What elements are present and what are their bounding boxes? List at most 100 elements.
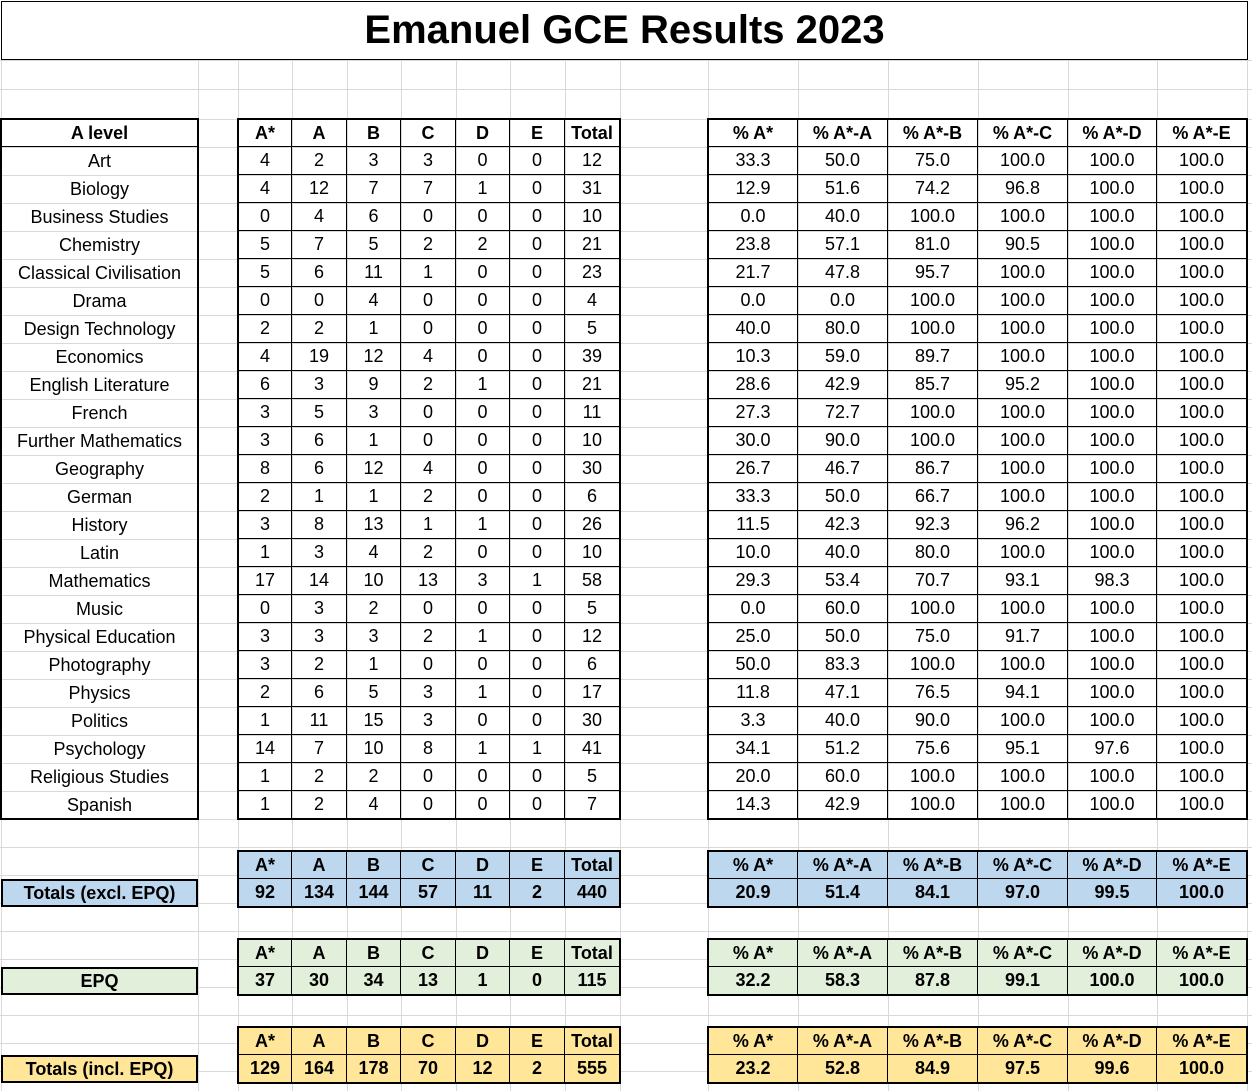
grade-cell[interactable]: 0: [510, 315, 565, 343]
grade-cell[interactable]: 0: [238, 287, 292, 315]
subject-name[interactable]: Business Studies: [1, 203, 198, 231]
pct-cell[interactable]: 92.3: [888, 511, 978, 539]
summary-pct-totals_incl-cell[interactable]: 23.2: [708, 1055, 798, 1083]
pct-cell[interactable]: 100.0: [1157, 399, 1247, 427]
summary-grade-epq-cell[interactable]: Total: [565, 939, 620, 967]
pct-cell[interactable]: 83.3: [798, 651, 888, 679]
grade-cell[interactable]: A: [292, 119, 347, 147]
pct-cell[interactable]: 33.3: [708, 147, 798, 175]
pct-cell[interactable]: 97.6: [1068, 735, 1157, 763]
pct-cell[interactable]: 95.7: [888, 259, 978, 287]
pct-cell[interactable]: 81.0: [888, 231, 978, 259]
subject-name[interactable]: Biology: [1, 175, 198, 203]
pct-cell[interactable]: 100.0: [1068, 231, 1157, 259]
grade-cell[interactable]: 0: [510, 483, 565, 511]
grade-cell[interactable]: 7: [401, 175, 456, 203]
grade-cell[interactable]: 1: [347, 427, 401, 455]
pct-cell[interactable]: 96.2: [978, 511, 1068, 539]
grade-cell[interactable]: 8: [401, 735, 456, 763]
subject-name[interactable]: Religious Studies: [1, 763, 198, 791]
pct-cell[interactable]: 100.0: [888, 763, 978, 791]
pct-cell[interactable]: 34.1: [708, 735, 798, 763]
pct-cell[interactable]: 100.0: [1157, 427, 1247, 455]
subject-name[interactable]: History: [1, 511, 198, 539]
summary-grade-totals_excl-cell[interactable]: 134: [292, 879, 347, 907]
pct-cell[interactable]: 100.0: [1068, 343, 1157, 371]
pct-cell[interactable]: 100.0: [978, 287, 1068, 315]
grade-cell[interactable]: 0: [510, 343, 565, 371]
summary-grade-totals_incl-cell[interactable]: E: [510, 1027, 565, 1055]
grade-cell[interactable]: 0: [401, 315, 456, 343]
pct-cell[interactable]: 50.0: [798, 147, 888, 175]
grade-cell[interactable]: 0: [456, 343, 510, 371]
grade-cell[interactable]: 3: [456, 567, 510, 595]
pct-cell[interactable]: 20.0: [708, 763, 798, 791]
summary-grade-epq-cell[interactable]: C: [401, 939, 456, 967]
grade-cell[interactable]: 3: [292, 623, 347, 651]
grade-cell[interactable]: 0: [401, 203, 456, 231]
grade-cell[interactable]: 1: [238, 707, 292, 735]
grade-cell[interactable]: 6: [565, 651, 620, 679]
pct-cell[interactable]: 100.0: [888, 595, 978, 623]
pct-cell[interactable]: 95.1: [978, 735, 1068, 763]
grade-cell[interactable]: 0: [456, 259, 510, 287]
grade-cell[interactable]: 6: [292, 427, 347, 455]
summary-pct-totals_incl-cell[interactable]: % A*-C: [978, 1027, 1068, 1055]
summary-grade-epq-cell[interactable]: 1: [456, 967, 510, 995]
summary-label-totals_excl[interactable]: Totals (excl. EPQ): [1, 879, 198, 907]
summary-grade-totals_excl-cell[interactable]: D: [456, 851, 510, 879]
subject-name[interactable]: Chemistry: [1, 231, 198, 259]
pct-cell[interactable]: 42.9: [798, 371, 888, 399]
subject-name[interactable]: German: [1, 483, 198, 511]
summary-grade-totals_incl-cell[interactable]: 164: [292, 1055, 347, 1083]
summary-grade-totals_excl-cell[interactable]: 440: [565, 879, 620, 907]
grade-cell[interactable]: 2: [292, 315, 347, 343]
grade-cell[interactable]: 4: [401, 455, 456, 483]
pct-cell[interactable]: 86.7: [888, 455, 978, 483]
pct-cell[interactable]: 100.0: [1157, 147, 1247, 175]
pct-cell[interactable]: 100.0: [1157, 371, 1247, 399]
summary-pct-epq-cell[interactable]: % A*-B: [888, 939, 978, 967]
pct-cell[interactable]: 100.0: [1157, 623, 1247, 651]
summary-grade-totals_incl-cell[interactable]: 2: [510, 1055, 565, 1083]
grade-cell[interactable]: 5: [292, 399, 347, 427]
summary-pct-epq-cell[interactable]: 58.3: [798, 967, 888, 995]
grade-cell[interactable]: 2: [401, 231, 456, 259]
pct-cell[interactable]: 66.7: [888, 483, 978, 511]
grade-cell[interactable]: 2: [401, 371, 456, 399]
grade-cell[interactable]: 3: [347, 147, 401, 175]
pct-cell[interactable]: 100.0: [978, 455, 1068, 483]
grade-cell[interactable]: 4: [401, 343, 456, 371]
pct-cell[interactable]: 91.7: [978, 623, 1068, 651]
grade-cell[interactable]: 17: [565, 679, 620, 707]
summary-grade-totals_excl-cell[interactable]: A: [292, 851, 347, 879]
subject-name[interactable]: Classical Civilisation: [1, 259, 198, 287]
grade-cell[interactable]: 1: [401, 259, 456, 287]
grade-cell[interactable]: 6: [565, 483, 620, 511]
pct-cell[interactable]: 90.5: [978, 231, 1068, 259]
pct-cell[interactable]: 100.0: [1068, 371, 1157, 399]
summary-pct-epq-cell[interactable]: % A*: [708, 939, 798, 967]
pct-cell[interactable]: 76.5: [888, 679, 978, 707]
grade-cell[interactable]: 3: [292, 595, 347, 623]
grade-cell[interactable]: 5: [238, 259, 292, 287]
pct-cell[interactable]: 11.8: [708, 679, 798, 707]
pct-cell[interactable]: 100.0: [1157, 315, 1247, 343]
subject-name[interactable]: French: [1, 399, 198, 427]
grade-cell[interactable]: 0: [456, 399, 510, 427]
grade-cell[interactable]: 0: [510, 371, 565, 399]
pct-cell[interactable]: 51.6: [798, 175, 888, 203]
pct-cell[interactable]: 100.0: [1157, 539, 1247, 567]
grade-cell[interactable]: 0: [510, 763, 565, 791]
pct-cell[interactable]: 30.0: [708, 427, 798, 455]
grade-cell[interactable]: 13: [347, 511, 401, 539]
pct-cell[interactable]: 100.0: [1068, 539, 1157, 567]
summary-pct-totals_incl-cell[interactable]: % A*-E: [1157, 1027, 1247, 1055]
pct-cell[interactable]: 46.7: [798, 455, 888, 483]
grade-cell[interactable]: 11: [347, 259, 401, 287]
pct-cell[interactable]: 100.0: [1157, 203, 1247, 231]
pct-cell[interactable]: 100.0: [1068, 455, 1157, 483]
subject-name[interactable]: Physics: [1, 679, 198, 707]
pct-cell[interactable]: 3.3: [708, 707, 798, 735]
pct-cell[interactable]: 100.0: [888, 287, 978, 315]
